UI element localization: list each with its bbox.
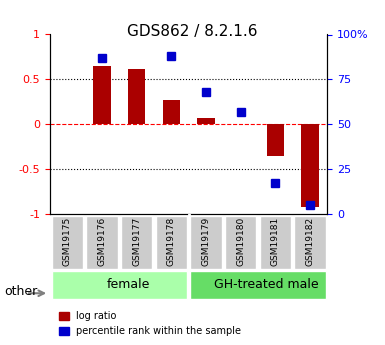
- Text: GSM19179: GSM19179: [201, 217, 211, 266]
- FancyBboxPatch shape: [156, 216, 187, 268]
- Text: GDS862 / 8.2.1.6: GDS862 / 8.2.1.6: [127, 24, 258, 39]
- Bar: [266, 124, 284, 156]
- Legend: log ratio, percentile rank within the sample: log ratio, percentile rank within the sa…: [55, 307, 245, 340]
- FancyBboxPatch shape: [52, 270, 187, 298]
- FancyBboxPatch shape: [225, 216, 256, 268]
- Text: GSM19176: GSM19176: [97, 217, 107, 266]
- Text: GSM19181: GSM19181: [271, 217, 280, 266]
- Text: GH-treated male: GH-treated male: [214, 278, 319, 291]
- Bar: [128, 69, 145, 124]
- FancyBboxPatch shape: [52, 216, 83, 268]
- FancyBboxPatch shape: [190, 270, 325, 298]
- Text: GSM19182: GSM19182: [305, 217, 315, 266]
- FancyBboxPatch shape: [294, 216, 325, 268]
- FancyBboxPatch shape: [190, 216, 222, 268]
- Text: GSM19178: GSM19178: [167, 217, 176, 266]
- Text: other: other: [4, 285, 37, 298]
- Text: GSM19175: GSM19175: [63, 217, 72, 266]
- Bar: [162, 100, 180, 124]
- Bar: [93, 66, 111, 124]
- FancyBboxPatch shape: [86, 216, 118, 268]
- FancyBboxPatch shape: [259, 216, 291, 268]
- Bar: [301, 124, 318, 207]
- Text: female: female: [106, 278, 150, 291]
- FancyBboxPatch shape: [121, 216, 152, 268]
- Bar: [197, 118, 215, 124]
- Text: GSM19180: GSM19180: [236, 217, 245, 266]
- Text: GSM19177: GSM19177: [132, 217, 141, 266]
